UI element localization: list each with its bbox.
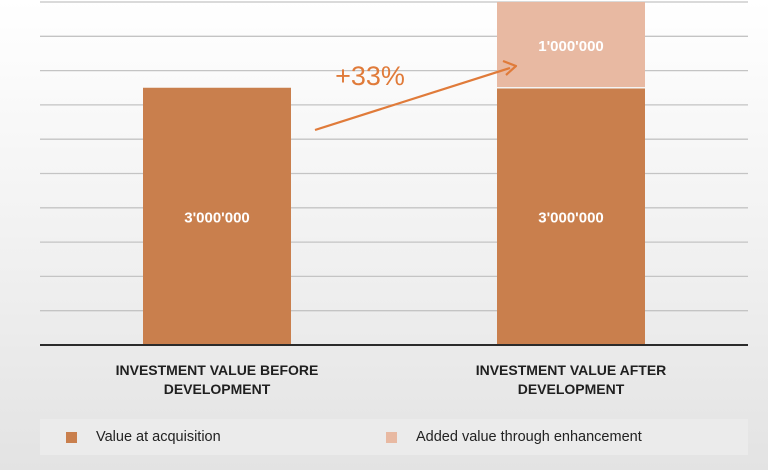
category-label: DEVELOPMENT	[164, 381, 271, 397]
legend-item-enhancement: Added value through enhancement	[386, 429, 642, 445]
legend-item-acquisition: Value at acquisition	[66, 429, 221, 445]
legend-label-acquisition: Value at acquisition	[96, 429, 221, 445]
growth-label: +33%	[335, 61, 405, 91]
data-label: 1'000'000	[538, 38, 604, 55]
growth-annotation: +33%	[314, 59, 518, 132]
bars: 3'000'000 3'000'000 1'000'000	[143, 2, 645, 345]
legend: Value at acquisition Added value through…	[40, 419, 748, 455]
legend-swatch-enhancement	[386, 431, 397, 443]
data-label: 3'000'000	[184, 209, 250, 226]
legend-swatch-acquisition	[66, 431, 77, 443]
bar-enhancement-after	[497, 2, 645, 88]
bar-acquisition-before	[143, 87, 291, 345]
legend-label-enhancement: Added value through enhancement	[416, 429, 642, 445]
category-label: INVESTMENT VALUE AFTER	[476, 362, 667, 378]
data-label: 3'000'000	[538, 209, 604, 226]
category-label: DEVELOPMENT	[518, 381, 625, 397]
growth-arrowhead	[502, 59, 518, 76]
category-labels: INVESTMENT VALUE BEFORE DEVELOPMENT INVEST…	[116, 362, 667, 397]
category-label: INVESTMENT VALUE BEFORE	[116, 362, 319, 378]
growth-arrow	[314, 66, 511, 132]
bar-acquisition-after	[497, 87, 645, 345]
